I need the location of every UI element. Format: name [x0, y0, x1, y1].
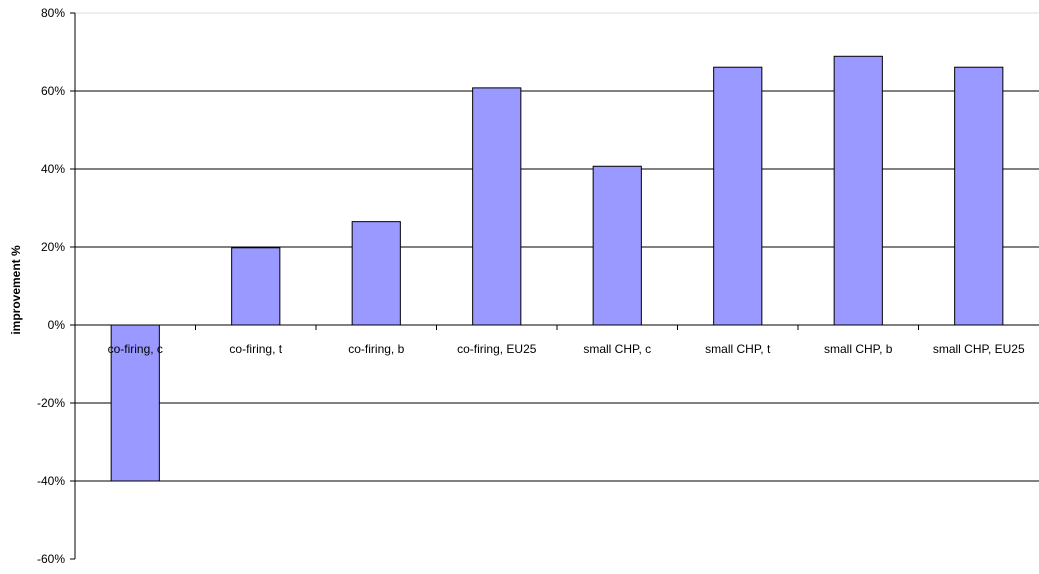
- y-tick-label: -20%: [37, 396, 65, 410]
- x-category-label: co-firing, b: [348, 342, 404, 356]
- gridlines: [75, 12, 1039, 482]
- y-tick-label: 60%: [41, 84, 65, 98]
- bar: [713, 66, 763, 326]
- y-tick-label: -40%: [37, 474, 65, 488]
- x-category-label: small CHP, b: [824, 342, 893, 356]
- y-tick-label: 40%: [41, 162, 65, 176]
- x-category-label: small CHP, EU25: [933, 342, 1025, 356]
- x-category-label: co-firing, t: [229, 342, 282, 356]
- bar: [833, 55, 883, 326]
- y-tick-label: 20%: [41, 240, 65, 254]
- bar: [110, 324, 160, 482]
- x-category-label: small CHP, t: [705, 342, 771, 356]
- bar: [472, 87, 522, 326]
- x-category-label: co-firing, c: [108, 342, 163, 356]
- bar: [351, 221, 401, 326]
- x-category-label: co-firing, EU25: [457, 342, 537, 356]
- y-tick-label: -60%: [37, 552, 65, 566]
- bar: [231, 247, 281, 326]
- bar: [592, 165, 642, 326]
- bar: [954, 66, 1004, 326]
- y-tick-label: 0%: [48, 318, 66, 332]
- axes: [70, 12, 1039, 560]
- y-axis-title: improvement %: [9, 245, 23, 335]
- x-category-label: small CHP, c: [583, 342, 651, 356]
- bars: [110, 55, 1004, 482]
- y-tick-label: 80%: [41, 6, 65, 20]
- labels: -60% -40% -20% 0% 20% 40% 60% 80% co-firing, c co…: [37, 6, 1025, 566]
